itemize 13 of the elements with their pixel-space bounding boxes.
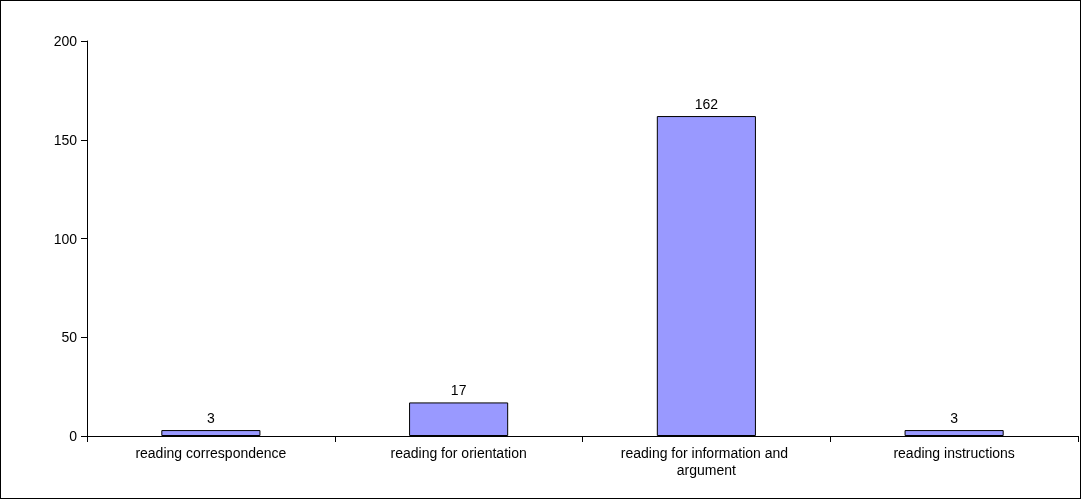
data-label: 162 bbox=[694, 96, 719, 113]
y-tick-label: 200 bbox=[53, 33, 78, 49]
x-tick-label: reading for information and argument bbox=[620, 444, 792, 478]
x-tick-label: reading for orientation bbox=[390, 444, 527, 461]
data-label: 17 bbox=[450, 382, 467, 399]
data-label: 3 bbox=[206, 410, 215, 427]
data-label: 3 bbox=[950, 410, 959, 427]
y-tick-label: 50 bbox=[61, 329, 78, 346]
y-tick-label: 0 bbox=[69, 428, 78, 444]
y-tick-label: 100 bbox=[53, 230, 78, 247]
x-tick-label: reading correspondence bbox=[135, 444, 287, 461]
y-tick-label: 150 bbox=[53, 131, 78, 148]
x-tick-label: reading instructions bbox=[893, 444, 1015, 461]
